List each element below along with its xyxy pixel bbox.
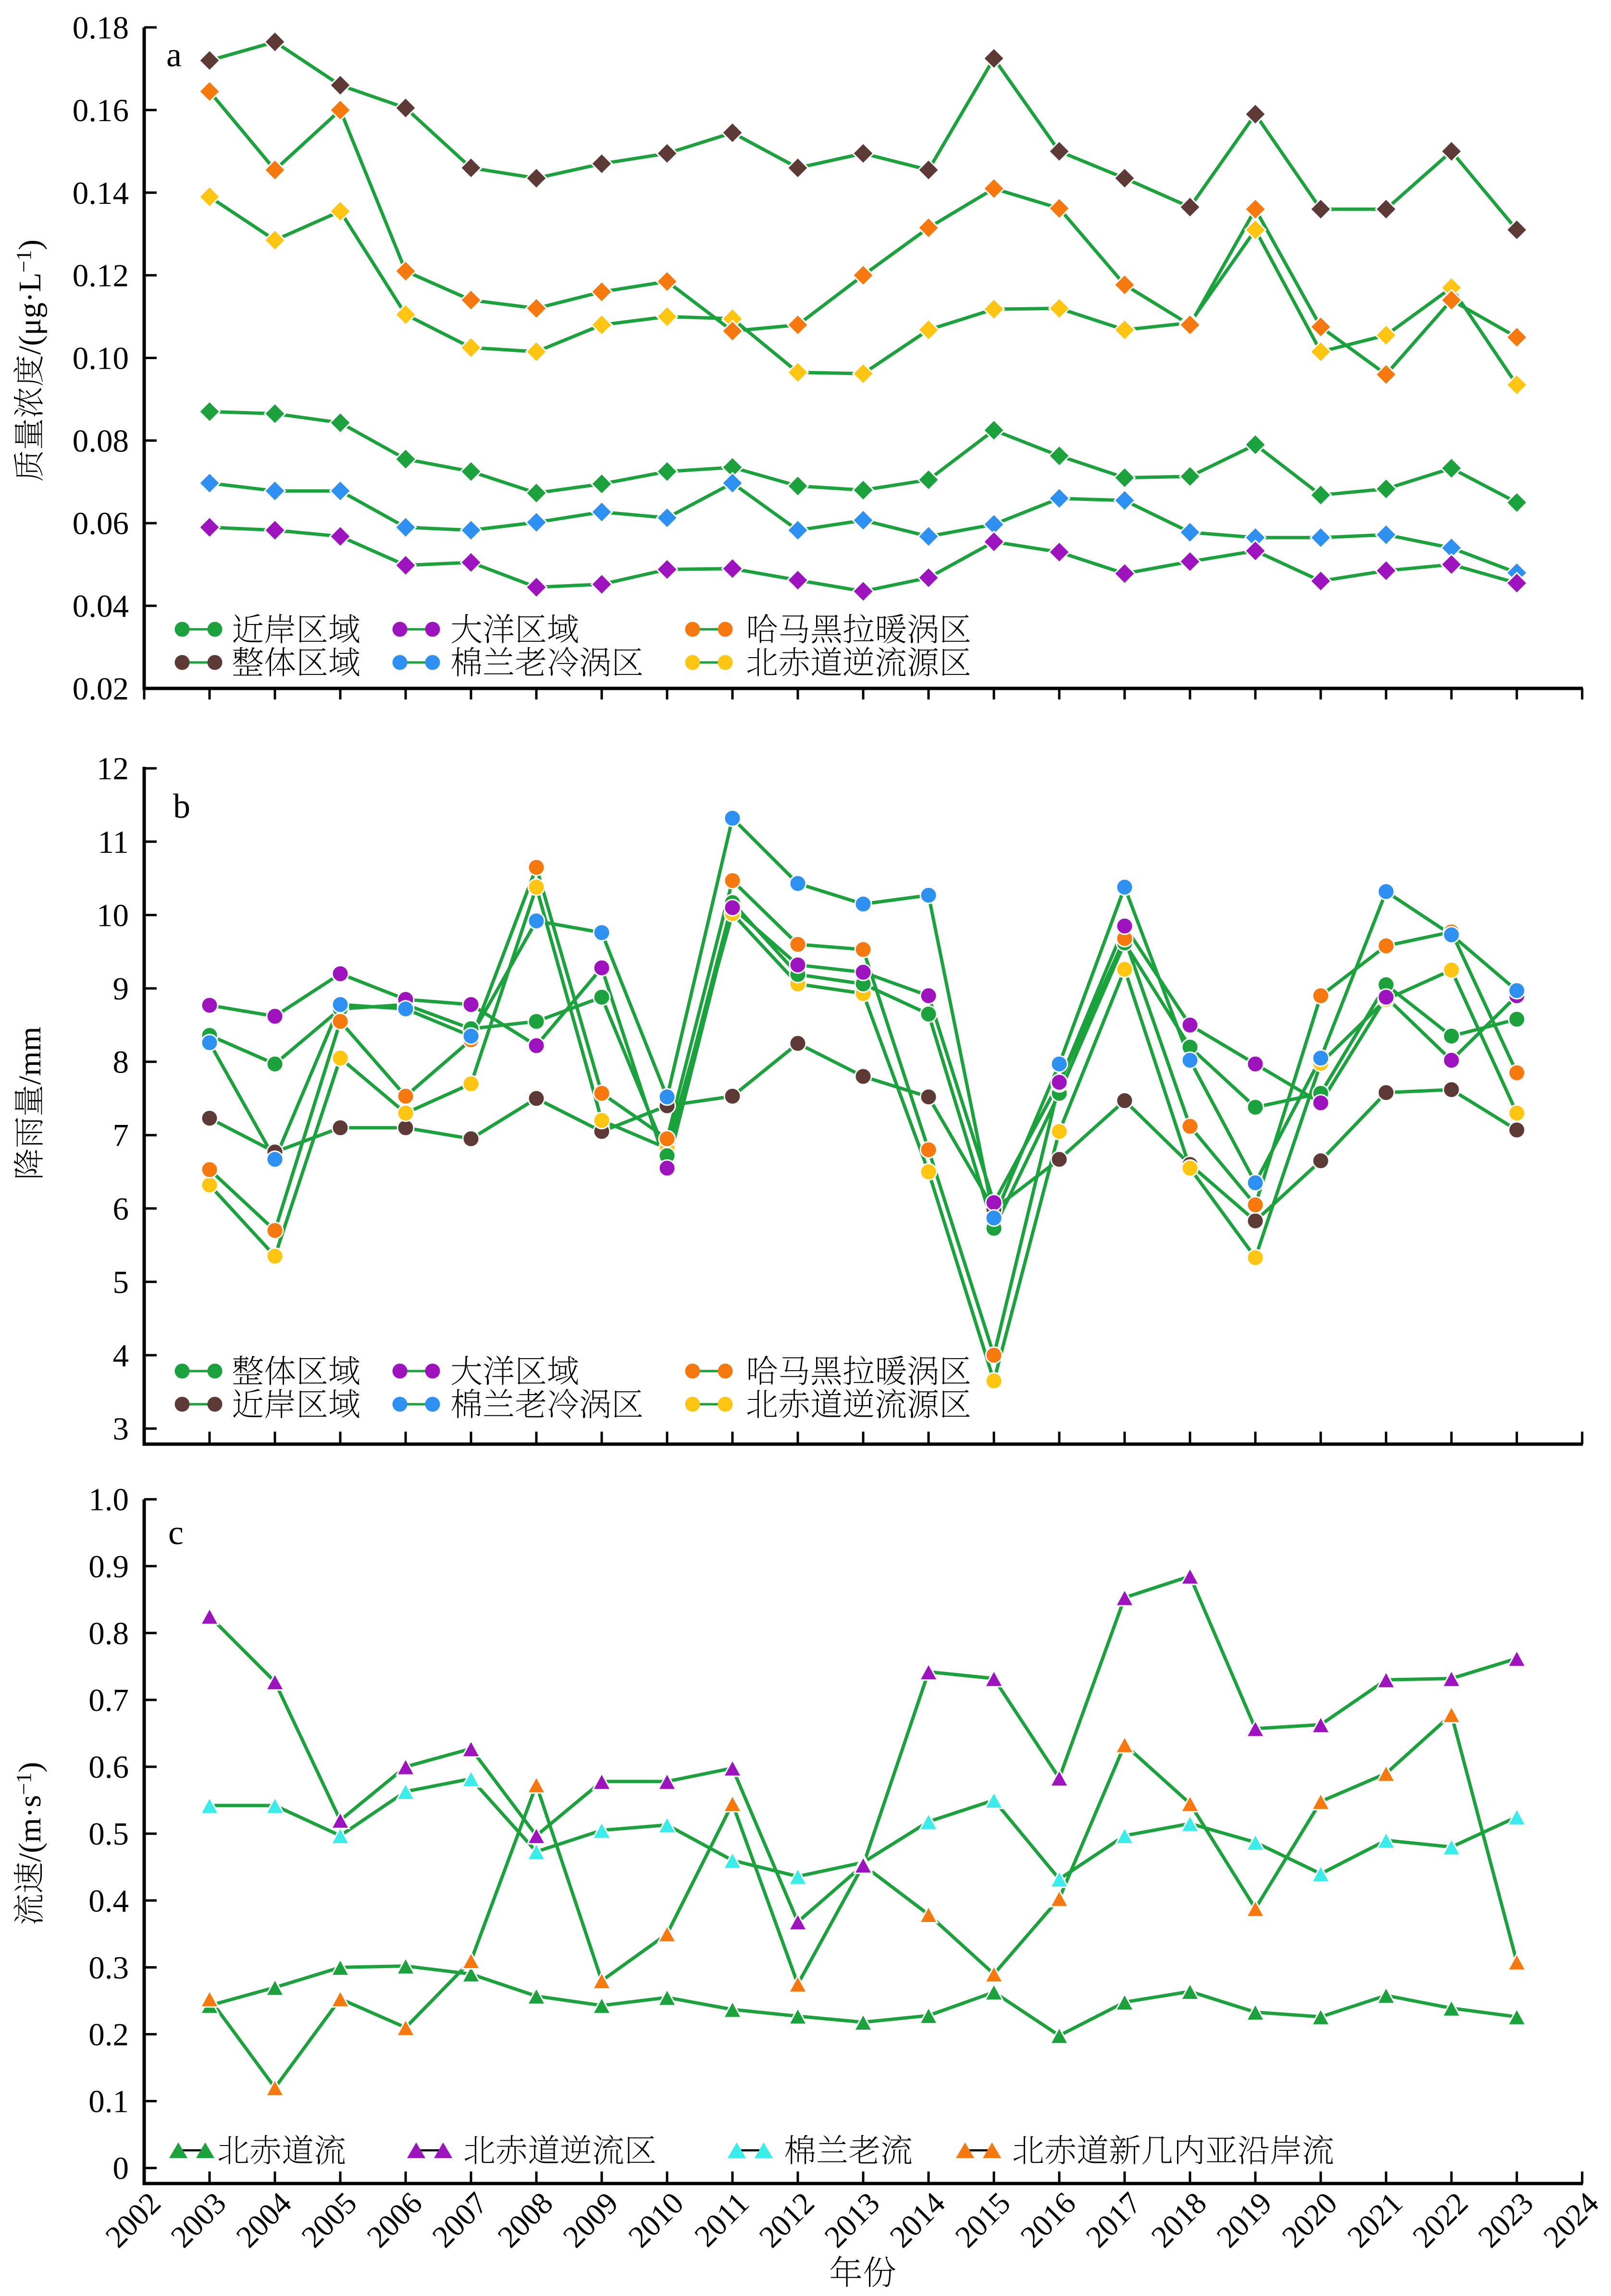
svg-text:0.5: 0.5	[88, 1816, 129, 1852]
svg-text:−1: −1	[12, 250, 36, 273]
svg-text:0.02: 0.02	[73, 671, 129, 707]
svg-text:0.08: 0.08	[73, 423, 129, 459]
svg-text:/(m·s: /(m·s	[12, 1795, 48, 1862]
svg-text:0.04: 0.04	[73, 588, 129, 624]
svg-text:−1: −1	[12, 1772, 36, 1795]
svg-text:0: 0	[113, 2151, 129, 2186]
svg-text:0.2: 0.2	[88, 2017, 129, 2053]
svg-text:12: 12	[97, 751, 129, 786]
svg-text:4: 4	[113, 1338, 129, 1373]
svg-text:0.18: 0.18	[73, 10, 129, 46]
svg-text:c: c	[168, 1513, 184, 1552]
svg-text:0.06: 0.06	[73, 506, 129, 541]
svg-text:/(μg·L: /(μg·L	[12, 273, 48, 355]
svg-text:0.12: 0.12	[73, 258, 129, 294]
svg-text:11: 11	[98, 824, 129, 860]
svg-text:0.10: 0.10	[73, 341, 129, 376]
svg-text:0.7: 0.7	[88, 1683, 129, 1718]
svg-text:1.0: 1.0	[88, 1482, 129, 1518]
svg-text:3: 3	[113, 1411, 129, 1447]
svg-text:6: 6	[113, 1191, 129, 1227]
svg-text:8: 8	[113, 1045, 129, 1080]
svg-text:): )	[12, 239, 48, 250]
svg-text:b: b	[173, 787, 190, 825]
svg-text:0.16: 0.16	[73, 93, 129, 128]
svg-text:0.4: 0.4	[88, 1883, 129, 1919]
svg-text:5: 5	[113, 1264, 129, 1300]
svg-text:0.14: 0.14	[73, 175, 129, 211]
svg-text:0.8: 0.8	[88, 1616, 129, 1651]
svg-text:0.6: 0.6	[88, 1749, 129, 1785]
svg-text:7: 7	[113, 1118, 129, 1153]
svg-text:0.9: 0.9	[88, 1549, 129, 1585]
svg-text:9: 9	[113, 971, 129, 1007]
svg-text:0.1: 0.1	[88, 2084, 129, 2120]
svg-text:a: a	[166, 36, 182, 74]
svg-text:0.3: 0.3	[88, 1950, 129, 1985]
svg-text:): )	[12, 1762, 48, 1772]
svg-text:/mm: /mm	[12, 1026, 48, 1085]
svg-text:10: 10	[97, 898, 129, 933]
